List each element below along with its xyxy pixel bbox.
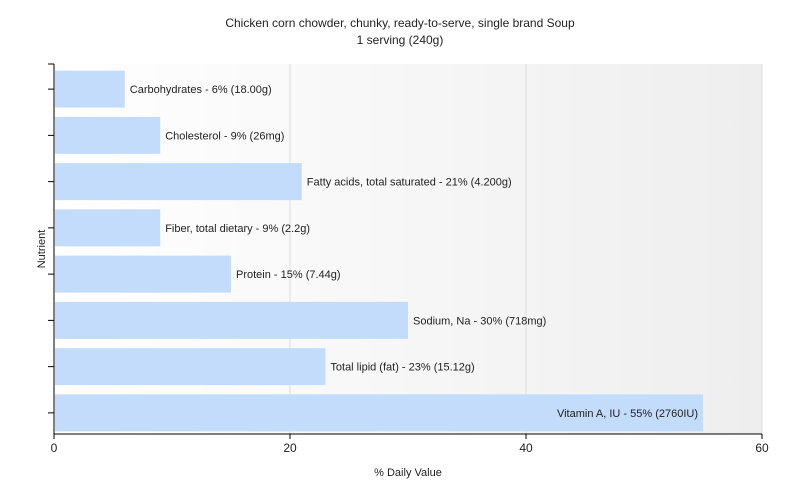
y-axis-label: Nutrient	[36, 230, 48, 269]
bar	[55, 70, 125, 108]
x-tick-label: 0	[51, 441, 58, 455]
bar-label: Cholesterol - 9% (26mg)	[165, 130, 284, 142]
bar	[55, 348, 326, 386]
bar-label: Protein - 15% (7.44g)	[236, 269, 341, 281]
bar-label: Total lipid (fat) - 23% (15.12g)	[330, 362, 474, 374]
bars: Carbohydrates - 6% (18.00g) Cholesterol -…	[55, 70, 703, 432]
bar-label: Vitamin A, IU - 55% (2760IU)	[557, 408, 698, 420]
bar	[55, 301, 408, 339]
x-tick-label: 20	[283, 441, 297, 455]
x-tick-label: 40	[519, 441, 533, 455]
bar-label: Carbohydrates - 6% (18.00g)	[130, 84, 272, 96]
bar	[55, 394, 703, 432]
chart-title: Chicken corn chowder, chunky, ready-to-s…	[225, 16, 575, 30]
axes: 0 20 40 60	[48, 63, 769, 455]
chart-subtitle: 1 serving (240g)	[357, 33, 444, 47]
x-axis-label: % Daily Value	[374, 467, 442, 479]
bar-label: Sodium, Na - 30% (718mg)	[413, 315, 546, 327]
x-tick-label: 60	[755, 441, 769, 455]
bar	[55, 209, 161, 247]
bar	[55, 255, 231, 293]
bar	[55, 163, 302, 201]
bar	[55, 116, 161, 154]
bar-label: Fatty acids, total saturated - 21% (4.20…	[307, 177, 512, 189]
bar-label: Fiber, total dietary - 9% (2.2g)	[165, 223, 310, 235]
